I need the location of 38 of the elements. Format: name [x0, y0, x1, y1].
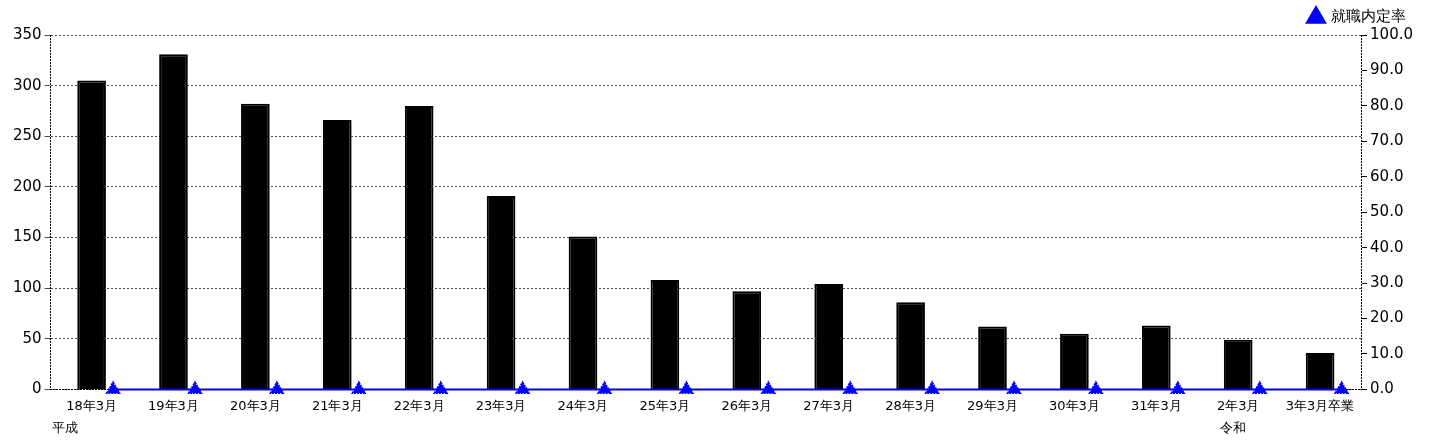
x-tick-label: 28年3月: [885, 397, 937, 413]
y2-tick-label: 60.0: [1370, 166, 1404, 185]
text: 平成: [52, 419, 78, 438]
x-tick-label: 24年3月: [557, 397, 609, 413]
y2-tick-label: 100.0: [1370, 24, 1414, 43]
y-tick-label: 250: [12, 126, 42, 145]
y-tick-label: 50: [22, 328, 42, 347]
y2-tick-label: 90.0: [1370, 60, 1404, 79]
y-tick-label: 350: [12, 24, 42, 43]
y2-tick-label: 30.0: [1370, 272, 1404, 291]
y-tick-label: 100: [12, 278, 42, 297]
x-tick-label: 27年3月: [803, 397, 855, 413]
x-tick-label: 2年3月: [1216, 397, 1260, 413]
x-tick-label: 29年3月: [967, 397, 1018, 413]
y-tick-label: 0: [32, 379, 42, 398]
y2-tick-label: 10.0: [1370, 343, 1404, 362]
y2-tick-label: 40.0: [1370, 237, 1404, 256]
x-tick-label: 23年3月: [475, 397, 527, 413]
legend-label: 就職内定率: [1331, 7, 1406, 26]
x-tick-label: 22年3月: [393, 397, 445, 413]
x-tick-label: 30年3月: [1048, 397, 1100, 413]
y-tick-label: 300: [12, 75, 42, 94]
y2-tick-label: 80.0: [1370, 95, 1404, 114]
x-tick-label: 18年3月: [66, 397, 117, 413]
y2-tick-label: 70.0: [1370, 131, 1404, 150]
y2-tick-label: 20.0: [1370, 308, 1404, 327]
y-tick-label: 150: [12, 227, 42, 246]
y2-tick-label: 0.0: [1370, 379, 1394, 398]
x-tick-label: 3年3月卒業: [1285, 397, 1355, 413]
x-tick-label: 31年3月: [1130, 397, 1182, 413]
x-tick-label: 19年3月: [148, 397, 199, 413]
y2-tick-label: 50.0: [1370, 202, 1404, 221]
text: 令和: [1220, 419, 1247, 438]
x-tick-label: 26年3月: [721, 397, 773, 413]
y-tick-label: 200: [12, 176, 42, 195]
x-tick-label: 21年3月: [311, 397, 363, 413]
x-tick-label: 20年3月: [229, 397, 281, 413]
x-tick-label: 25年3月: [639, 397, 691, 413]
